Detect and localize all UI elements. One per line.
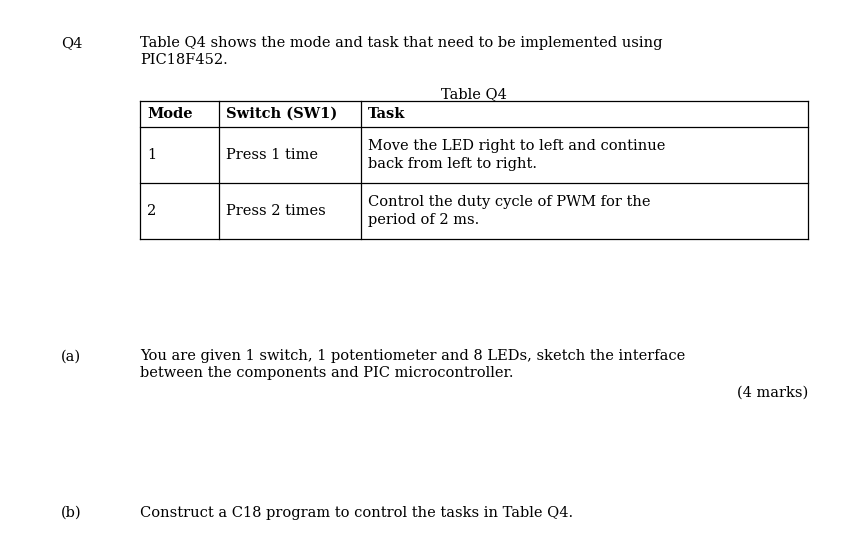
Text: Table Q4 shows the mode and task that need to be implemented using: Table Q4 shows the mode and task that ne… <box>140 36 662 50</box>
Text: 1: 1 <box>147 148 156 163</box>
Text: back from left to right.: back from left to right. <box>368 157 537 172</box>
Text: period of 2 ms.: period of 2 ms. <box>368 213 479 228</box>
Text: Task: Task <box>368 107 405 121</box>
Text: You are given 1 switch, 1 potentiometer and 8 LEDs, sketch the interface: You are given 1 switch, 1 potentiometer … <box>140 349 685 363</box>
Text: Control the duty cycle of PWM for the: Control the duty cycle of PWM for the <box>368 195 650 210</box>
Text: PIC18F452.: PIC18F452. <box>140 53 228 67</box>
Text: (4 marks): (4 marks) <box>737 386 808 400</box>
Text: Move the LED right to left and continue: Move the LED right to left and continue <box>368 139 665 154</box>
Text: Table Q4: Table Q4 <box>441 87 507 101</box>
Text: Press 2 times: Press 2 times <box>226 204 325 219</box>
Text: Q4: Q4 <box>61 36 82 50</box>
Text: (b): (b) <box>61 506 82 520</box>
Text: Switch (SW1): Switch (SW1) <box>226 107 337 121</box>
Text: Mode: Mode <box>147 107 193 121</box>
Text: 2: 2 <box>147 204 156 219</box>
Text: Press 1 time: Press 1 time <box>226 148 318 163</box>
Text: between the components and PIC microcontroller.: between the components and PIC microcont… <box>140 366 514 380</box>
Text: (a): (a) <box>61 349 82 363</box>
Text: Construct a C18 program to control the tasks in Table Q4.: Construct a C18 program to control the t… <box>140 506 573 520</box>
